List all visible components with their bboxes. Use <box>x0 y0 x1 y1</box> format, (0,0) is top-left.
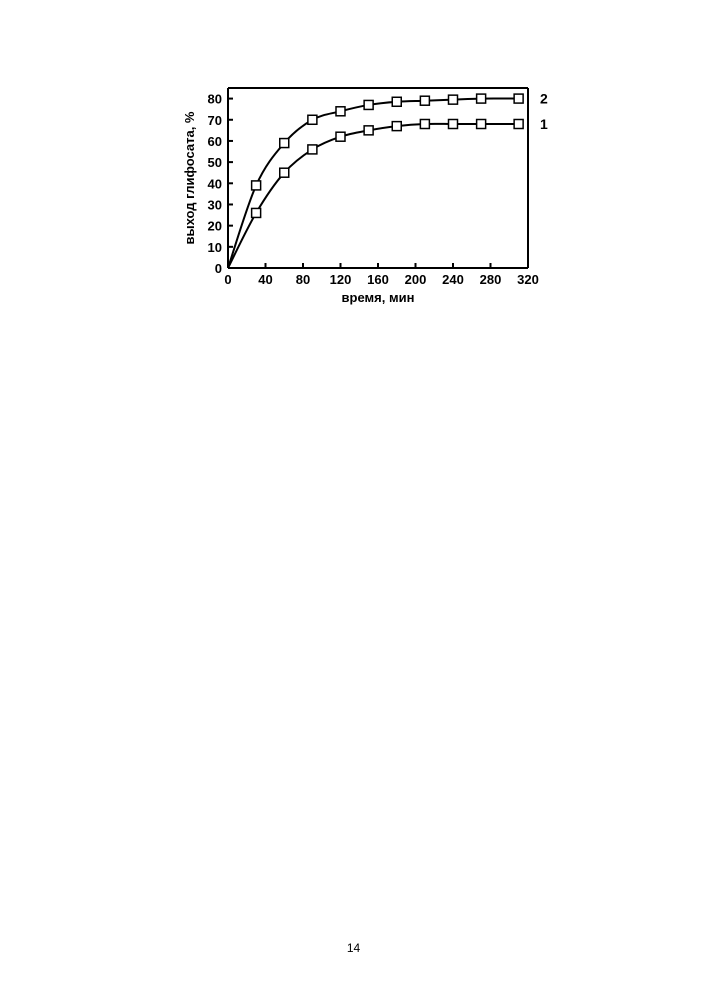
chart-svg: 04080120160200240280320время, мин0102030… <box>180 80 560 310</box>
series-line <box>228 124 519 268</box>
x-tick-label: 40 <box>258 272 272 287</box>
x-tick-label: 200 <box>405 272 427 287</box>
y-tick-label: 10 <box>208 240 222 255</box>
series-marker <box>477 120 486 129</box>
series-marker <box>280 139 289 148</box>
x-tick-label: 160 <box>367 272 389 287</box>
series-marker <box>308 115 317 124</box>
series-marker <box>392 122 401 131</box>
y-tick-label: 40 <box>208 176 222 191</box>
series-label: 2 <box>540 91 548 107</box>
series-marker <box>364 126 373 135</box>
x-tick-label: 280 <box>480 272 502 287</box>
series-marker <box>514 120 523 129</box>
series-marker <box>252 181 261 190</box>
x-axis-label: время, мин <box>342 290 415 305</box>
x-tick-label: 0 <box>224 272 231 287</box>
series-marker <box>280 168 289 177</box>
series-marker <box>449 120 458 129</box>
series-marker <box>449 95 458 104</box>
y-tick-label: 80 <box>208 92 222 107</box>
chart-container: 04080120160200240280320время, мин0102030… <box>180 80 560 310</box>
series-marker <box>420 120 429 129</box>
series-marker <box>392 97 401 106</box>
y-tick-label: 50 <box>208 155 222 170</box>
y-tick-label: 20 <box>208 219 222 234</box>
x-tick-label: 320 <box>517 272 539 287</box>
series-marker <box>477 94 486 103</box>
y-tick-label: 30 <box>208 197 222 212</box>
page: 04080120160200240280320время, мин0102030… <box>0 0 707 1000</box>
x-tick-label: 80 <box>296 272 310 287</box>
y-axis-label: выход глифосата, % <box>182 111 197 244</box>
series-marker <box>252 208 261 217</box>
y-tick-label: 60 <box>208 134 222 149</box>
series-marker <box>364 100 373 109</box>
series-marker <box>308 145 317 154</box>
series-marker <box>420 96 429 105</box>
x-tick-label: 120 <box>330 272 352 287</box>
series-marker <box>336 107 345 116</box>
x-tick-label: 240 <box>442 272 464 287</box>
y-tick-label: 0 <box>215 261 222 276</box>
y-tick-label: 70 <box>208 113 222 128</box>
series-marker <box>336 132 345 141</box>
series-label: 1 <box>540 116 548 132</box>
page-number: 14 <box>347 941 360 955</box>
series-marker <box>514 94 523 103</box>
